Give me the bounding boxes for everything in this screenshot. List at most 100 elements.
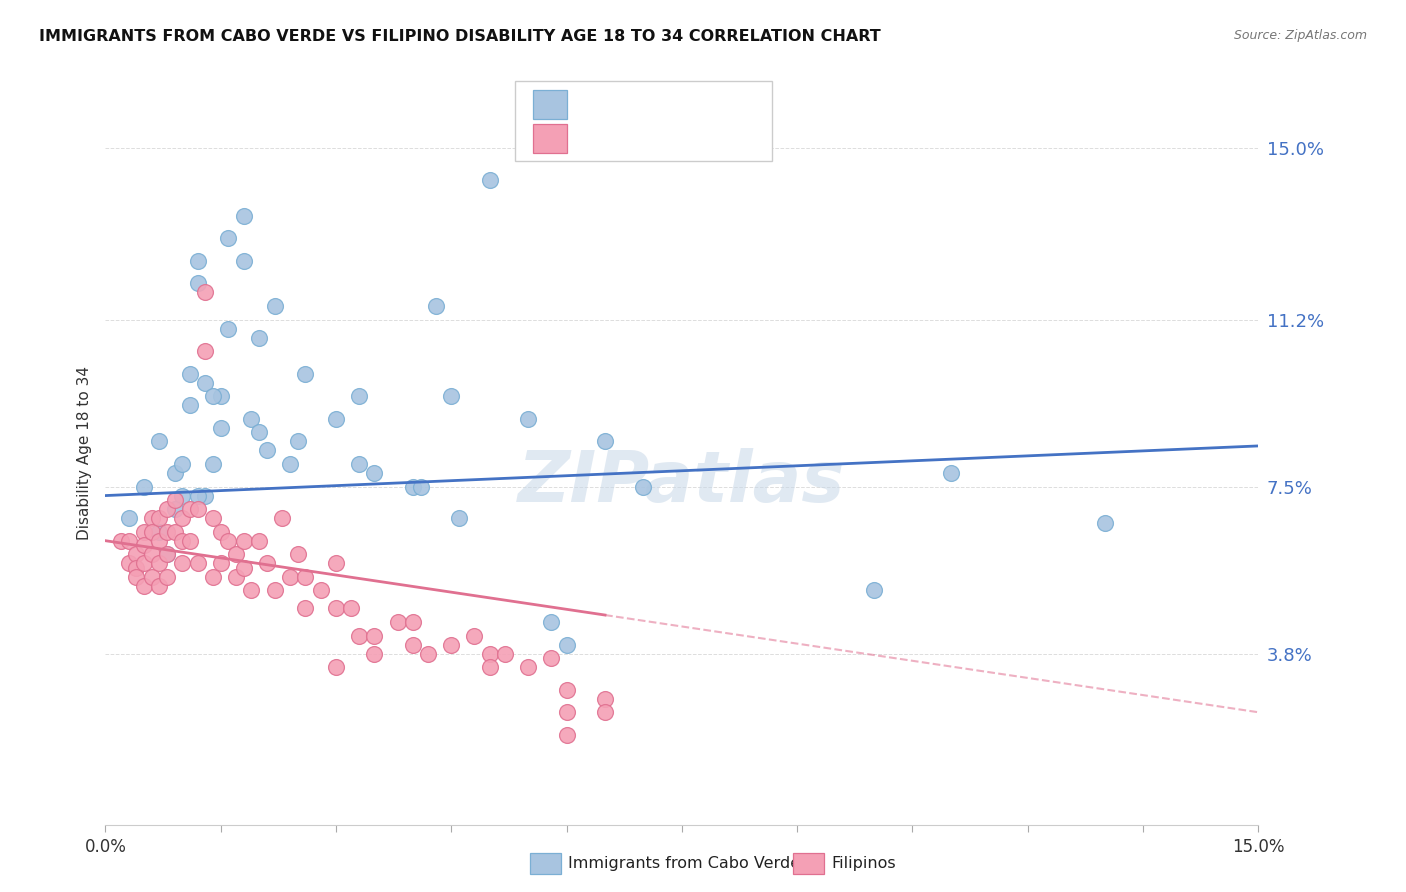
Point	[194, 489, 217, 503]
Point	[540, 615, 562, 629]
Text: N =: N =	[682, 129, 716, 147]
Point	[240, 583, 263, 598]
Point	[247, 330, 270, 344]
Point	[172, 556, 194, 570]
Point	[555, 638, 578, 652]
Point	[209, 524, 232, 539]
Point	[132, 556, 155, 570]
Point	[217, 321, 239, 335]
Point	[194, 344, 217, 359]
Point	[363, 628, 385, 642]
Point	[478, 172, 501, 186]
Point	[402, 615, 425, 629]
Point	[517, 660, 540, 674]
Point	[202, 511, 225, 525]
Point	[148, 533, 170, 548]
Point	[593, 691, 616, 706]
Point	[263, 583, 285, 598]
Point	[387, 615, 409, 629]
Point	[117, 556, 139, 570]
Point	[1094, 516, 1116, 530]
Point	[363, 466, 385, 480]
Point	[163, 493, 186, 508]
Point	[325, 601, 347, 615]
Point	[217, 231, 239, 245]
Point	[202, 389, 225, 403]
Point	[209, 421, 232, 435]
Point	[463, 628, 485, 642]
Point	[494, 647, 516, 661]
Point	[225, 570, 247, 584]
Y-axis label: Disability Age 18 to 34: Disability Age 18 to 34	[76, 366, 91, 540]
Point	[294, 570, 316, 584]
Text: Filipinos: Filipinos	[831, 856, 896, 871]
Point	[863, 583, 886, 598]
Point	[179, 502, 201, 516]
Point	[187, 502, 209, 516]
Point	[172, 457, 194, 471]
Point	[294, 601, 316, 615]
Point	[163, 466, 186, 480]
Point	[202, 457, 225, 471]
Point	[172, 489, 194, 503]
Point	[440, 389, 463, 403]
Text: Immigrants from Cabo Verde: Immigrants from Cabo Verde	[568, 856, 800, 871]
Text: 0.039: 0.039	[619, 95, 675, 113]
Point	[225, 547, 247, 561]
Point	[209, 389, 232, 403]
Point	[263, 299, 285, 313]
Point	[156, 570, 179, 584]
Point	[325, 556, 347, 570]
Point	[347, 389, 370, 403]
Point	[232, 561, 254, 575]
Point	[402, 638, 425, 652]
Point	[156, 547, 179, 561]
Point	[325, 660, 347, 674]
Point	[232, 533, 254, 548]
Point	[132, 538, 155, 552]
Point	[163, 524, 186, 539]
Point	[447, 511, 470, 525]
Point	[148, 524, 170, 539]
Point	[593, 705, 616, 719]
Point	[232, 209, 254, 223]
Point	[409, 479, 432, 493]
Point	[148, 556, 170, 570]
Point	[240, 412, 263, 426]
Point	[217, 533, 239, 548]
Point	[278, 570, 301, 584]
Point	[209, 556, 232, 570]
Point	[555, 705, 578, 719]
Text: R =: R =	[576, 129, 610, 147]
Point	[287, 547, 309, 561]
Point	[148, 511, 170, 525]
Point	[179, 367, 201, 381]
Text: 75: 75	[717, 129, 742, 147]
Point	[187, 277, 209, 291]
Point	[141, 570, 163, 584]
Point	[194, 285, 217, 300]
Point	[478, 647, 501, 661]
Point	[325, 412, 347, 426]
Point	[187, 489, 209, 503]
Point	[141, 511, 163, 525]
Point	[540, 651, 562, 665]
Point	[256, 556, 278, 570]
Point	[633, 479, 655, 493]
Point	[132, 579, 155, 593]
Point	[363, 647, 385, 661]
Point	[117, 533, 139, 548]
Point	[294, 367, 316, 381]
Point	[939, 466, 962, 480]
Point	[156, 524, 179, 539]
Point	[555, 682, 578, 697]
Text: Source: ZipAtlas.com: Source: ZipAtlas.com	[1233, 29, 1367, 42]
Point	[132, 524, 155, 539]
Point	[117, 511, 139, 525]
Point	[125, 570, 148, 584]
Point	[202, 570, 225, 584]
Text: IMMIGRANTS FROM CABO VERDE VS FILIPINO DISABILITY AGE 18 TO 34 CORRELATION CHART: IMMIGRANTS FROM CABO VERDE VS FILIPINO D…	[39, 29, 882, 44]
Point	[141, 547, 163, 561]
Text: R =: R =	[576, 95, 610, 113]
Point	[478, 660, 501, 674]
